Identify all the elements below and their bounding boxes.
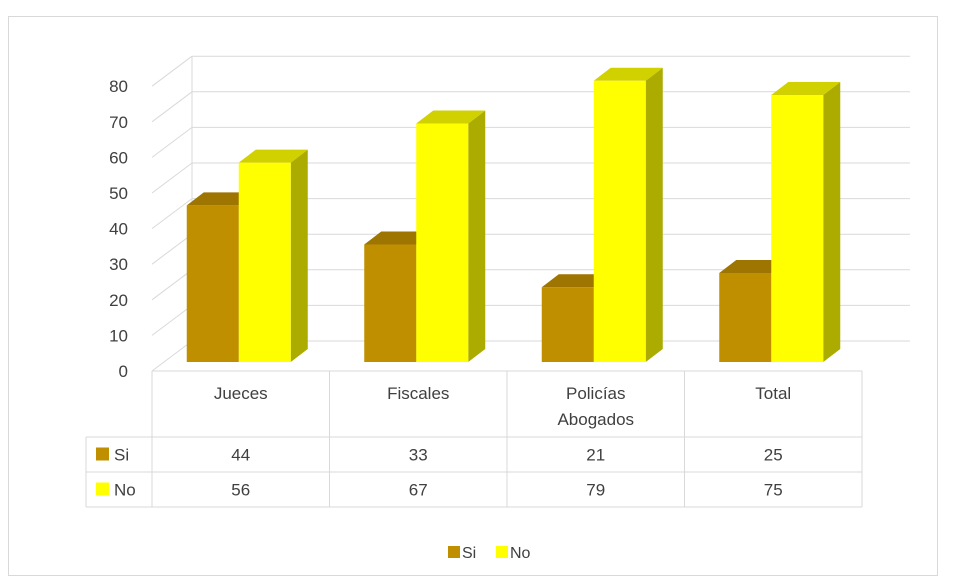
x-category-label: Policías (566, 384, 626, 403)
legend-label: Si (462, 545, 476, 562)
bar-front (238, 162, 291, 362)
bar-top (771, 82, 841, 95)
table-value: 21 (586, 446, 605, 465)
y-tick-label: 60 (109, 148, 128, 167)
bar-front (593, 80, 646, 362)
gridline-side (151, 233, 193, 265)
table-value: 25 (764, 446, 783, 465)
table-legend-key (96, 482, 109, 496)
y-tick-label: 20 (109, 291, 128, 310)
bar-front (364, 244, 417, 362)
bar (593, 67, 663, 362)
y-axis: 0 10 20 30 40 50 60 70 80 (109, 77, 128, 381)
gridline-side (151, 55, 193, 87)
y-tick-label: 30 (109, 255, 128, 274)
y-tick-label: 40 (109, 220, 128, 239)
bar (771, 82, 841, 362)
bar-top (593, 67, 663, 81)
table-series-name: Si (114, 446, 129, 465)
y-tick-label: 80 (109, 77, 128, 96)
bar-top (416, 110, 486, 124)
table-value: 56 (231, 481, 250, 500)
bar-top (541, 274, 611, 288)
bar-top (186, 192, 256, 206)
gridline-side (151, 304, 193, 336)
bars (186, 67, 841, 362)
gridline-side (151, 91, 193, 123)
x-category-label: Fiscales (387, 384, 449, 403)
table-value: 79 (586, 481, 605, 500)
y-tick-label: 50 (109, 184, 128, 203)
table-value: 75 (764, 481, 783, 500)
legend: Si No (448, 545, 531, 562)
legend-key (496, 546, 508, 558)
bar-front (771, 95, 824, 362)
table-legend-key (96, 447, 109, 461)
bar-side (645, 67, 663, 362)
legend-label: No (510, 545, 531, 562)
bar (416, 110, 486, 362)
bar-side (823, 82, 841, 362)
bar-side (290, 149, 308, 362)
y-tick-label: 10 (109, 326, 128, 345)
bar (238, 149, 308, 362)
bar-front (186, 205, 239, 362)
gridline-side (151, 198, 193, 230)
table-value: 44 (231, 446, 250, 465)
bar-top (364, 231, 434, 245)
table-value: 67 (409, 481, 428, 500)
gridline-side (151, 269, 193, 301)
x-category-label: Abogados (557, 410, 634, 429)
y-tick-label: 70 (109, 113, 128, 132)
data-table: Jueces Fiscales Policías Abogados Total Si 44 3… (85, 371, 863, 508)
x-category-label: Jueces (214, 384, 268, 403)
legend-key (448, 546, 460, 558)
bar-top (238, 149, 308, 163)
table-value: 33 (409, 446, 428, 465)
gridline-side (151, 162, 193, 194)
bar-front (416, 123, 469, 362)
gridline-side (151, 340, 193, 372)
x-category-label: Total (755, 384, 791, 403)
gridline-side (151, 127, 193, 158)
y-tick-label: 0 (119, 362, 128, 381)
bar-side (468, 110, 486, 362)
bar-front (719, 273, 772, 362)
bar-top (719, 260, 789, 273)
bar-front (541, 287, 594, 362)
table-series-name: No (114, 481, 136, 500)
